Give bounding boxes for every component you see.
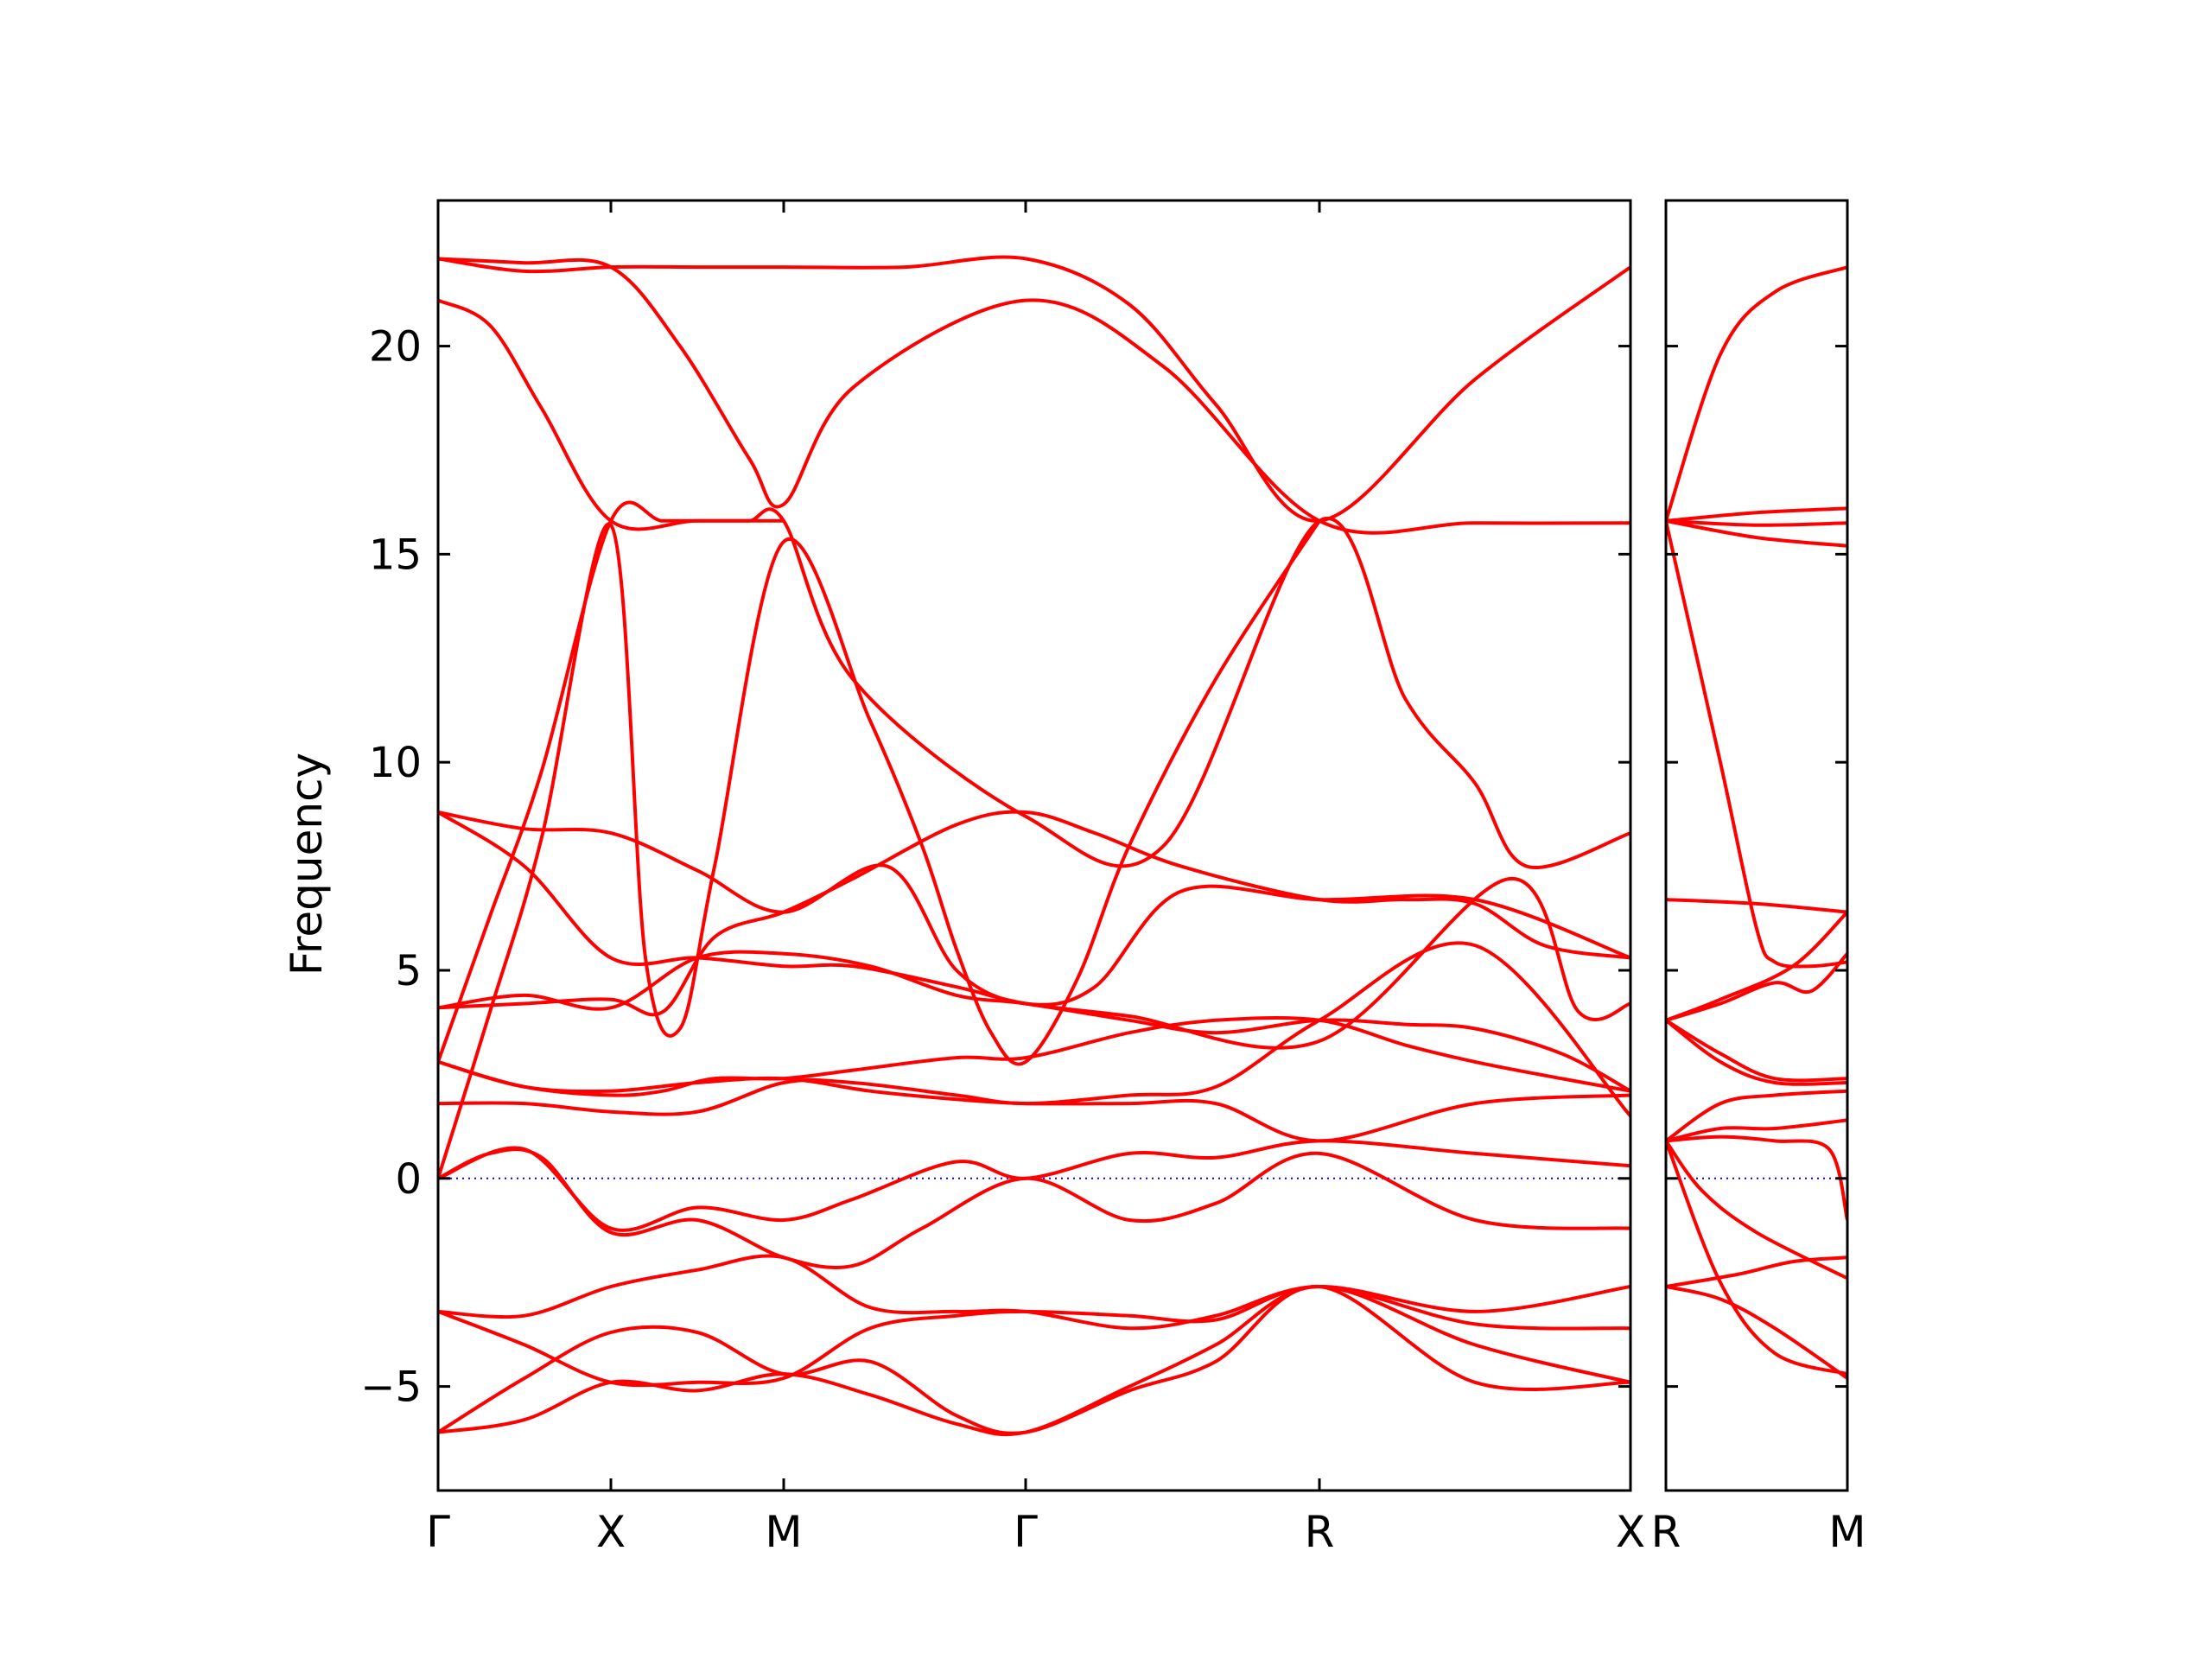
main-panel-frame bbox=[436, 199, 1632, 1492]
band-line bbox=[1666, 1285, 1847, 1380]
y-tick-label: 0 bbox=[395, 1155, 422, 1204]
y-tick-label: 20 bbox=[369, 323, 422, 372]
band-line bbox=[438, 1147, 1630, 1269]
band-line bbox=[438, 257, 1630, 535]
x-tick-label: Γ bbox=[426, 1507, 450, 1557]
x-tick-label: R bbox=[1305, 1507, 1335, 1557]
band-line bbox=[1666, 1019, 1847, 1083]
y-axis-label: Frequency bbox=[282, 753, 332, 976]
x-tick-label: M bbox=[1828, 1507, 1866, 1557]
band-line bbox=[438, 810, 1630, 1017]
band-line bbox=[438, 1139, 1630, 1232]
x-tick-label: R bbox=[1651, 1507, 1681, 1557]
band-line bbox=[1666, 1019, 1847, 1086]
band-line bbox=[438, 1016, 1630, 1097]
band-line bbox=[1666, 898, 1847, 914]
band-line bbox=[1666, 518, 1847, 527]
band-line bbox=[1666, 1089, 1847, 1143]
x-tick-label: X bbox=[596, 1507, 626, 1557]
x-tick-label: X bbox=[1616, 1507, 1645, 1557]
band-line bbox=[438, 519, 1321, 1179]
x-tick-label: Γ bbox=[1014, 1507, 1038, 1557]
x-tick-label: M bbox=[765, 1507, 802, 1557]
band-line bbox=[1666, 520, 1847, 969]
band-line bbox=[438, 1284, 1630, 1435]
band-line bbox=[438, 950, 1630, 1093]
band-line bbox=[438, 810, 1630, 1050]
band-line bbox=[1666, 1118, 1847, 1143]
band-line bbox=[1666, 1135, 1847, 1221]
band-line bbox=[438, 500, 1630, 1063]
y-tick-label: −5 bbox=[360, 1363, 422, 1412]
band-line bbox=[438, 810, 1630, 1007]
band-line bbox=[1666, 518, 1847, 548]
band-line bbox=[438, 1059, 1630, 1143]
band-line bbox=[438, 1285, 1630, 1437]
band-line bbox=[1666, 506, 1847, 523]
y-tick-label: 15 bbox=[369, 531, 422, 579]
band-line bbox=[1666, 1255, 1847, 1288]
band-line bbox=[1666, 1140, 1847, 1376]
bands-layer bbox=[438, 255, 1847, 1437]
y-tick-label: 10 bbox=[369, 739, 422, 787]
second-panel-frame bbox=[1664, 199, 1849, 1492]
band-line bbox=[1666, 952, 1847, 1022]
y-tick-label: 5 bbox=[395, 947, 422, 995]
band-line bbox=[1666, 265, 1847, 522]
axes-frame bbox=[436, 199, 1849, 1492]
